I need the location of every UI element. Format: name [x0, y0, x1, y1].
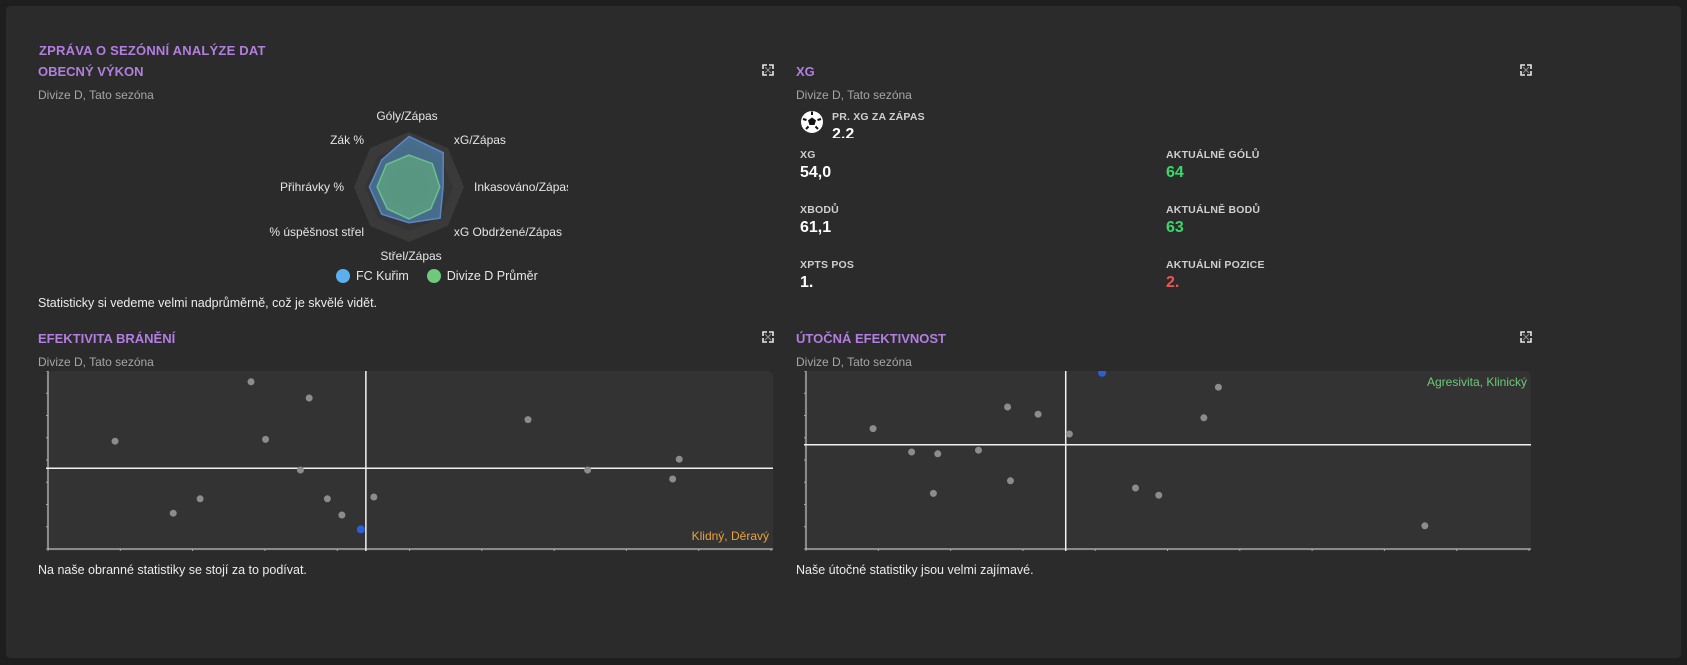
radar-axis-label: xG Obdržené/Zápas — [454, 225, 562, 239]
scatter-point[interactable] — [1034, 410, 1042, 418]
team-point[interactable] — [356, 525, 365, 534]
kpi-value-negative: 2. — [1166, 274, 1180, 291]
radar-series-team — [368, 135, 444, 224]
scatter-point[interactable] — [169, 509, 177, 517]
kpi-label: AKTUÁLNÍ POZICE — [1166, 259, 1265, 271]
xg-subtitle: Divize D, Tato sezóna — [796, 88, 912, 102]
expand-icon[interactable] — [762, 331, 774, 343]
defence-scatter-chart — [46, 371, 773, 551]
scatter-point[interactable] — [675, 455, 683, 463]
attack-comment: Naše útočné statistiky jsou velmi zajíma… — [796, 563, 1034, 577]
kpi-value-positive: 64 — [1166, 164, 1184, 181]
scatter-point[interactable] — [1155, 491, 1163, 499]
kpi-value: 54,0 — [800, 164, 832, 181]
attack-panel: ÚTOČNÁ EFEKTIVNOST Divize D, Tato sezóna… — [796, 331, 1542, 581]
kpi-label: XBODŮ — [800, 204, 839, 216]
scatter-point[interactable] — [196, 495, 204, 503]
scatter-point[interactable] — [934, 450, 942, 458]
kpi-label: AKTUÁLNĚ GÓLŮ — [1166, 149, 1260, 161]
scatter-point[interactable] — [1065, 430, 1073, 438]
scatter-point[interactable] — [296, 466, 304, 474]
attack-quadrant-label: Agresivita, Klinický — [1426, 375, 1527, 389]
scatter-point[interactable] — [669, 475, 677, 483]
scatter-point[interactable] — [323, 495, 331, 503]
radar-axis-label: Inkasováno/Zápas — [474, 180, 568, 194]
scatter-point[interactable] — [974, 446, 982, 454]
scatter-point[interactable] — [305, 394, 313, 402]
scatter-point[interactable] — [370, 493, 378, 501]
scatter-point[interactable] — [1214, 383, 1222, 391]
radar-chart: Góly/Zápas xG/Zápas Inkasováno/Zápas xG Obd… — [269, 109, 568, 263]
football-icon — [801, 111, 823, 133]
general-comment: Statisticky si vedeme velmi nadprůměrně,… — [38, 296, 378, 310]
radar-axis-label: xG/Zápas — [454, 133, 506, 147]
kpi-label: XG — [800, 149, 816, 161]
scatter-point[interactable] — [908, 448, 916, 456]
radar-ring — [387, 165, 431, 209]
scatter-point[interactable] — [869, 425, 877, 433]
legend-label: FC Kuřim — [356, 269, 409, 283]
avg-xg-clip: 2,2 — [832, 124, 892, 138]
xg-panel: XG Divize D, Tato sezóna PR. XG ZA ZÁPAS… — [796, 64, 1536, 304]
scatter-point[interactable] — [247, 378, 255, 386]
scatter-point[interactable] — [262, 435, 270, 443]
attack-subtitle: Divize D, Tato sezóna — [796, 355, 912, 369]
report-title: ZPRÁVA O SEZÓNNÍ ANALÝZE DAT — [39, 43, 266, 58]
general-subtitle: Divize D, Tato sezóna — [38, 88, 154, 102]
radar-axis-label: Přihrávky % — [280, 180, 344, 194]
kpi-value: 61,1 — [800, 219, 832, 236]
avg-xg-label: PR. XG ZA ZÁPAS — [832, 111, 925, 123]
scatter-point[interactable] — [1421, 522, 1429, 530]
scatter-point[interactable] — [584, 466, 592, 474]
kpi-value-positive: 63 — [1166, 219, 1184, 236]
scatter-point[interactable] — [111, 437, 119, 445]
xg-title: XG — [796, 64, 815, 79]
scatter-point[interactable] — [929, 489, 937, 497]
defence-comment: Na naše obranné statistiky se stojí za t… — [38, 563, 307, 577]
scatter-point[interactable] — [1006, 477, 1014, 485]
legend-dot-green-icon — [426, 269, 441, 283]
general-panel: OBECNÝ VÝKON Divize D, Tato sezóna Góly/… — [38, 64, 784, 314]
attack-scatter-chart — [804, 371, 1531, 551]
expand-icon[interactable] — [1520, 331, 1532, 343]
general-title: OBECNÝ VÝKON — [38, 64, 144, 79]
radar-axis-label: Zák % — [330, 133, 364, 147]
attack-title: ÚTOČNÁ EFEKTIVNOST — [796, 331, 946, 346]
expand-icon[interactable] — [1520, 64, 1532, 76]
defence-subtitle: Divize D, Tato sezóna — [38, 355, 154, 369]
expand-icon[interactable] — [762, 64, 774, 76]
kpi-label: XPTS POS — [800, 259, 855, 271]
legend-label: Divize D Průměr — [446, 269, 538, 283]
defence-title: EFEKTIVITA BRÁNĚNÍ — [38, 331, 176, 346]
kpi-value: 1. — [800, 274, 814, 291]
radar-legend: FC Kuřim Divize D Průměr — [336, 269, 538, 283]
legend-dot-blue-icon — [336, 269, 350, 283]
report-frame: ZPRÁVA O SEZÓNNÍ ANALÝZE DAT OBECNÝ VÝKO… — [6, 6, 1681, 658]
legend-item-division[interactable]: Divize D Průměr — [426, 269, 538, 283]
defence-panel: EFEKTIVITA BRÁNĚNÍ Divize D, Tato sezóna… — [38, 331, 784, 581]
scatter-point[interactable] — [338, 511, 346, 519]
radar-axis-label: % úspěšnost střel — [269, 225, 364, 239]
legend-item-team[interactable]: FC Kuřim — [336, 269, 409, 283]
defence-quadrant-label: Klidný, Děravý — [691, 529, 769, 543]
scatter-point[interactable] — [1004, 403, 1012, 411]
scatter-point[interactable] — [1200, 414, 1208, 422]
scatter-point[interactable] — [1132, 484, 1140, 492]
radar-axis-label: Góly/Zápas — [376, 109, 437, 123]
radar-axis-label: Střel/Zápas — [380, 249, 441, 263]
attack-scatter-area: Agresivita, Klinický — [804, 371, 1531, 551]
avg-xg-value: 2,2 — [832, 126, 855, 138]
team-point[interactable] — [1098, 371, 1107, 377]
kpi-label: AKTUÁLNĚ BODŮ — [1166, 204, 1261, 216]
radar-series-division — [376, 154, 441, 220]
defence-scatter-area: Klidný, Děravý — [46, 371, 773, 551]
scatter-point[interactable] — [524, 416, 532, 424]
